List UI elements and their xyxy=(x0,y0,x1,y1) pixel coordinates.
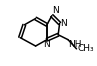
Text: NH: NH xyxy=(68,40,82,49)
Text: N: N xyxy=(60,19,67,28)
Text: N: N xyxy=(52,6,59,15)
Text: CH₃: CH₃ xyxy=(77,44,94,53)
Text: N: N xyxy=(44,40,50,49)
